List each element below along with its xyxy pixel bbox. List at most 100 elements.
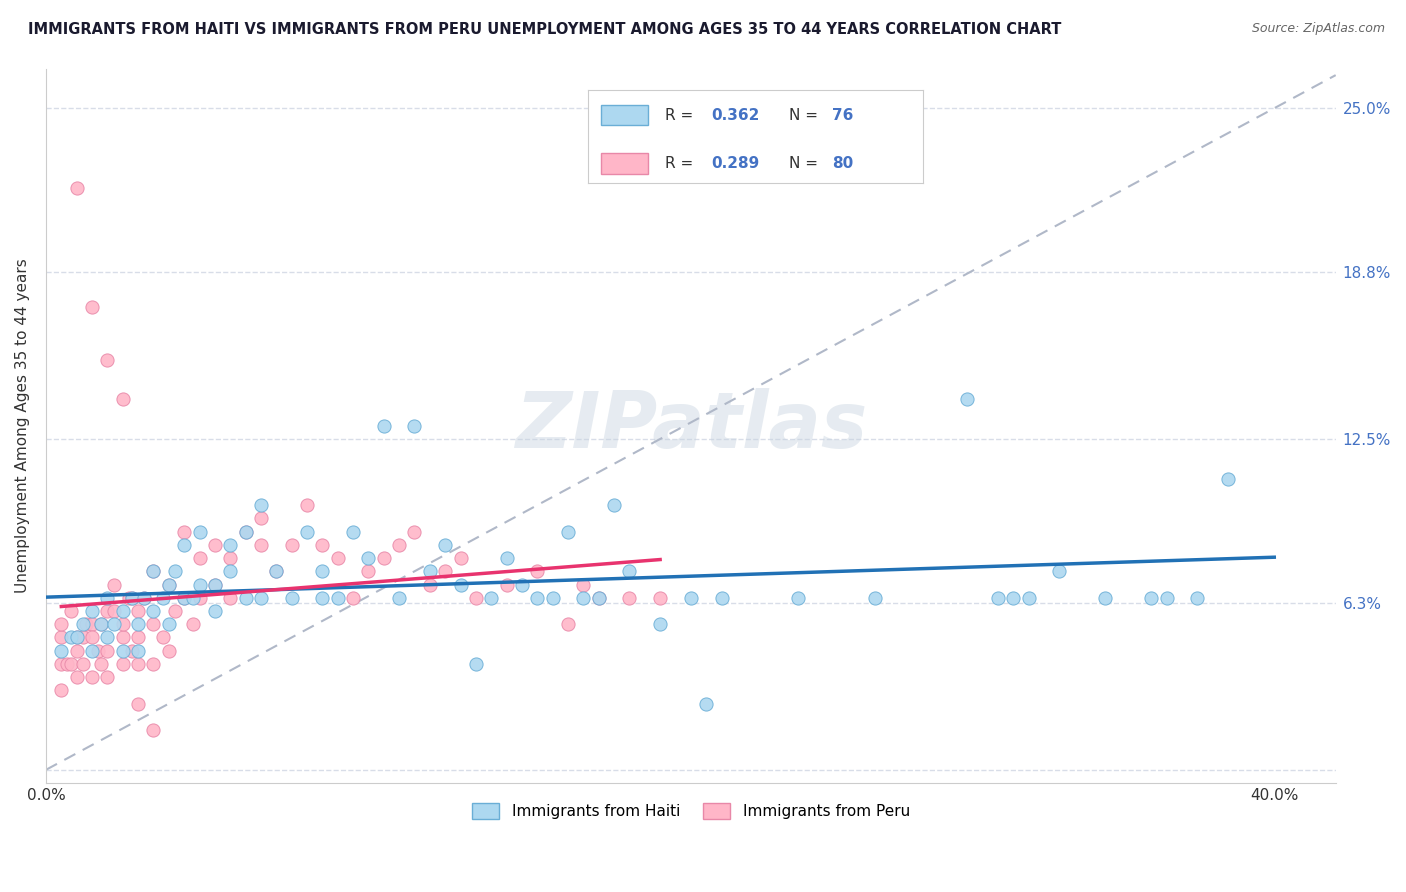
Point bbox=[121, 591, 143, 605]
Point bbox=[142, 565, 165, 579]
Y-axis label: Unemployment Among Ages 35 to 44 years: Unemployment Among Ages 35 to 44 years bbox=[15, 259, 30, 593]
Point bbox=[434, 565, 457, 579]
Point bbox=[66, 631, 89, 645]
Point bbox=[80, 604, 103, 618]
Point bbox=[404, 418, 426, 433]
Point bbox=[479, 591, 502, 605]
Point bbox=[183, 617, 205, 632]
Point bbox=[419, 577, 441, 591]
Point bbox=[66, 180, 89, 194]
Point bbox=[66, 670, 89, 684]
Point bbox=[80, 617, 103, 632]
Point bbox=[588, 591, 610, 605]
Point bbox=[326, 551, 349, 566]
Point bbox=[235, 524, 257, 539]
Point bbox=[127, 631, 149, 645]
Point bbox=[1047, 565, 1070, 579]
Point bbox=[173, 591, 195, 605]
Point bbox=[111, 617, 134, 632]
Point bbox=[72, 657, 94, 671]
Point bbox=[619, 591, 641, 605]
Point bbox=[90, 657, 112, 671]
Legend: Immigrants from Haiti, Immigrants from Peru: Immigrants from Haiti, Immigrants from P… bbox=[465, 797, 915, 825]
Point bbox=[188, 577, 211, 591]
Point bbox=[96, 644, 118, 658]
Point bbox=[1018, 591, 1040, 605]
Point bbox=[51, 657, 73, 671]
Point bbox=[75, 617, 97, 632]
Point bbox=[311, 591, 333, 605]
Point bbox=[219, 565, 242, 579]
Point bbox=[541, 591, 564, 605]
Point bbox=[1156, 591, 1178, 605]
Point bbox=[250, 498, 273, 512]
Point bbox=[388, 538, 411, 552]
Point bbox=[80, 644, 103, 658]
Point bbox=[1187, 591, 1209, 605]
Point bbox=[96, 631, 118, 645]
Point bbox=[127, 697, 149, 711]
Point bbox=[495, 551, 517, 566]
Point bbox=[121, 644, 143, 658]
Point bbox=[173, 524, 195, 539]
Point bbox=[80, 631, 103, 645]
Point bbox=[111, 631, 134, 645]
Point bbox=[134, 591, 156, 605]
Point bbox=[342, 591, 364, 605]
Text: ZIPatlas: ZIPatlas bbox=[515, 388, 868, 464]
Point bbox=[619, 565, 641, 579]
Point bbox=[111, 657, 134, 671]
Point bbox=[157, 577, 180, 591]
Point bbox=[51, 617, 73, 632]
Point bbox=[373, 418, 395, 433]
Point bbox=[695, 697, 717, 711]
Point bbox=[404, 524, 426, 539]
Point bbox=[956, 392, 979, 407]
Point bbox=[121, 591, 143, 605]
Point bbox=[219, 551, 242, 566]
Point bbox=[72, 631, 94, 645]
Point bbox=[526, 591, 548, 605]
Point bbox=[163, 565, 186, 579]
Point bbox=[204, 577, 226, 591]
Point bbox=[90, 617, 112, 632]
Point bbox=[56, 657, 79, 671]
Point bbox=[710, 591, 733, 605]
Point bbox=[250, 511, 273, 525]
Point bbox=[373, 551, 395, 566]
Point bbox=[863, 591, 886, 605]
Point bbox=[1002, 591, 1025, 605]
Point bbox=[96, 591, 118, 605]
Point bbox=[250, 538, 273, 552]
Point bbox=[152, 591, 174, 605]
Point bbox=[173, 591, 195, 605]
Point bbox=[134, 591, 156, 605]
Point bbox=[111, 644, 134, 658]
Point bbox=[572, 577, 595, 591]
Point bbox=[603, 498, 626, 512]
Point bbox=[163, 604, 186, 618]
Point bbox=[157, 617, 180, 632]
Point bbox=[51, 631, 73, 645]
Point bbox=[127, 617, 149, 632]
Point bbox=[80, 300, 103, 314]
Point bbox=[103, 604, 125, 618]
Point bbox=[66, 644, 89, 658]
Point bbox=[96, 670, 118, 684]
Point bbox=[650, 591, 672, 605]
Point bbox=[280, 591, 302, 605]
Point bbox=[464, 657, 486, 671]
Point bbox=[127, 657, 149, 671]
Point bbox=[650, 617, 672, 632]
Point bbox=[152, 631, 174, 645]
Point bbox=[188, 524, 211, 539]
Point bbox=[450, 577, 472, 591]
Point bbox=[96, 352, 118, 367]
Point bbox=[188, 591, 211, 605]
Text: Source: ZipAtlas.com: Source: ZipAtlas.com bbox=[1251, 22, 1385, 36]
Point bbox=[183, 591, 205, 605]
Point bbox=[103, 577, 125, 591]
Point bbox=[264, 565, 287, 579]
Point bbox=[51, 683, 73, 698]
Point bbox=[526, 565, 548, 579]
